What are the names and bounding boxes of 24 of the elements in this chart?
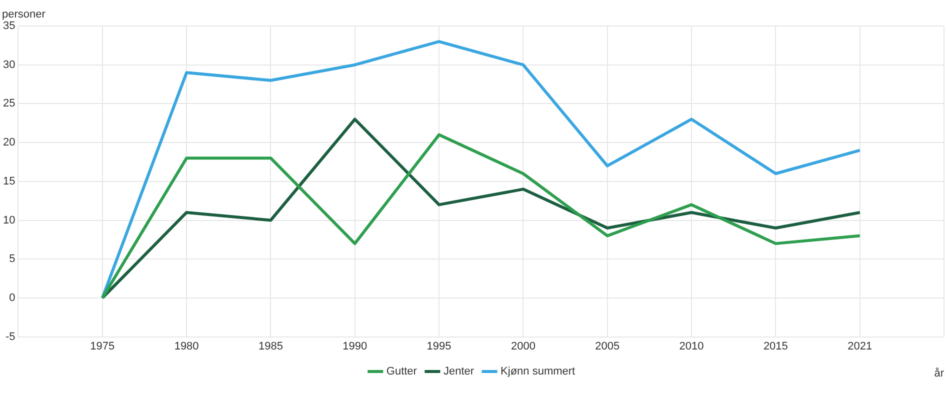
x-tick-label: 2010 — [679, 340, 704, 352]
y-tick-label: 20 — [2, 136, 16, 149]
y-tick-label: 35 — [2, 20, 16, 32]
x-tick-label: 2021 — [848, 340, 872, 352]
y-tick-label: 30 — [2, 58, 16, 71]
x-tick-label: 2015 — [763, 340, 788, 352]
x-tick-label: 1990 — [342, 340, 368, 352]
x-tick-label: 1995 — [426, 340, 452, 352]
y-tick-label: 5 — [9, 253, 16, 266]
y-tick-label: 0 — [9, 292, 16, 304]
y-tick-label: -5 — [5, 330, 16, 343]
y-axis-title: personer — [2, 8, 46, 21]
x-tick-label: 1975 — [90, 340, 115, 352]
x-tick-label: 1980 — [174, 340, 199, 352]
y-tick-label: 25 — [2, 98, 16, 110]
x-tick-label: 1985 — [258, 340, 283, 352]
y-tick-label: 15 — [2, 175, 16, 188]
x-tick-label: 2005 — [595, 340, 620, 352]
x-tick-label: 2000 — [510, 340, 536, 352]
x-axis-title: år — [934, 368, 944, 380]
legend-label: Kjønn summert — [500, 366, 576, 378]
y-tick-label: 10 — [2, 214, 16, 226]
legend-label: Gutter — [386, 366, 418, 378]
legend-label: Jenter — [443, 366, 474, 378]
